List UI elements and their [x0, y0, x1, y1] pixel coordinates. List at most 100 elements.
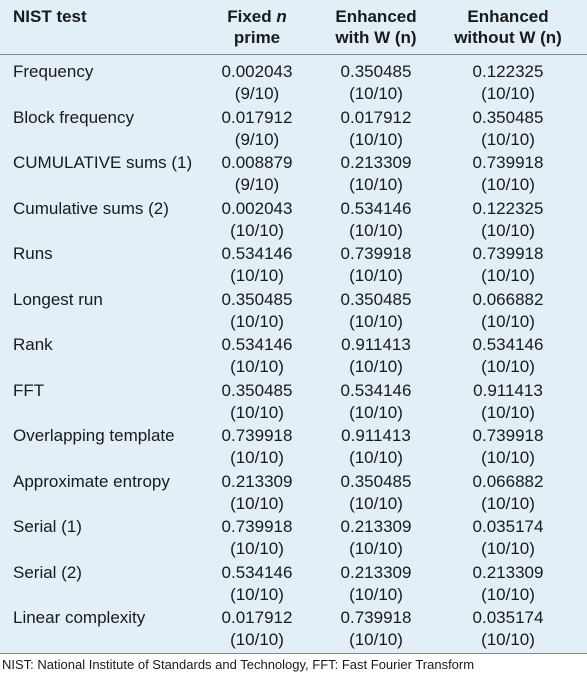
p-value: 0.739918: [340, 244, 412, 263]
row-test-name: Linear complexity: [13, 608, 146, 627]
pass-ratio: (10/10): [349, 357, 403, 376]
row-value-cell: 0.739918 (10/10): [448, 152, 568, 196]
pass-ratio: (10/10): [481, 266, 535, 285]
pass-ratio: (10/10): [349, 448, 403, 467]
p-value: 0.739918: [472, 153, 544, 172]
row-value-cell: 0.534146 (10/10): [207, 562, 307, 606]
p-value: 0.002043: [221, 198, 293, 218]
pass-ratio: (10/10): [349, 630, 403, 649]
pass-ratio: (10/10): [230, 266, 284, 285]
row-value-cell: 0.017912 (10/10): [207, 607, 307, 651]
pass-ratio: (10/10): [349, 129, 403, 149]
p-value: 0.739918: [472, 244, 544, 263]
p-value: 0.534146: [221, 562, 293, 582]
p-value: 0.350485: [221, 380, 293, 400]
table-row: Rank 0.534146 (10/10) 0.911413 (10/10) 0.5341…: [0, 330, 587, 378]
row-test-name: Runs: [13, 244, 53, 263]
p-value: 0.066882: [472, 471, 544, 491]
pass-ratio: (10/10): [481, 493, 535, 513]
table-footnote: NIST: National Institute of Standards an…: [2, 657, 475, 672]
p-value: 0.213309: [340, 517, 412, 536]
pass-ratio: (10/10): [349, 402, 403, 422]
p-value: 0.739918: [340, 608, 412, 627]
pass-ratio: (10/10): [481, 129, 535, 149]
row-value-cell: 0.739918 (10/10): [448, 243, 568, 287]
row-value-cell: 0.350485 (10/10): [326, 471, 426, 515]
pass-ratio: (10/10): [230, 448, 284, 467]
pass-ratio: (10/10): [230, 493, 284, 513]
row-value-cell: 0.534146 (10/10): [448, 334, 568, 378]
pass-ratio: (10/10): [349, 539, 403, 558]
row-value-cell: 0.002043 (10/10): [207, 198, 307, 242]
row-value-cell: 0.350485 (10/10): [207, 380, 307, 424]
pass-ratio: (10/10): [481, 584, 535, 604]
table-row: CUMULATIVE sums (1) 0.008879 (9/10) 0.21330…: [0, 148, 587, 196]
p-value: 0.213309: [221, 471, 293, 491]
row-value-cell: 0.739918 (10/10): [326, 607, 426, 651]
pass-ratio: (10/10): [349, 175, 403, 194]
pass-ratio: (10/10): [481, 84, 535, 103]
row-test-name: Serial (2): [13, 562, 82, 582]
footer-divider: [0, 653, 587, 654]
pass-ratio: (10/10): [230, 584, 284, 604]
p-value: 0.911413: [341, 426, 411, 445]
pass-ratio: (9/10): [234, 175, 280, 194]
table-row: Serial (2) 0.534146 (10/10) 0.213309 (10/10)…: [0, 558, 587, 606]
table-row: Runs 0.534146 (10/10) 0.739918 (10/10) 0.7399…: [0, 239, 587, 287]
p-value: 0.739918: [472, 426, 544, 445]
pass-ratio: (10/10): [230, 357, 284, 376]
pass-ratio: (10/10): [349, 493, 403, 513]
header-nist-test: NIST test: [13, 7, 87, 26]
row-value-cell: 0.534146 (10/10): [326, 380, 426, 424]
row-value-cell: 0.066882 (10/10): [448, 471, 568, 515]
table-row: Cumulative sums (2) 0.002043 (10/10) 0.5341…: [0, 194, 587, 242]
row-value-cell: 0.350485 (10/10): [207, 289, 307, 333]
pass-ratio: (10/10): [481, 220, 535, 240]
row-test-name: Frequency: [13, 62, 94, 81]
p-value: 0.534146: [340, 380, 412, 400]
table-row: Approximate entropy 0.213309 (10/10) 0.3504…: [0, 467, 587, 515]
pass-ratio: (10/10): [230, 402, 284, 422]
row-value-cell: 0.534146 (10/10): [207, 243, 307, 287]
row-test-name: Overlapping template: [13, 426, 175, 445]
header-enhanced-label: Enhanced: [467, 7, 549, 26]
header-enhanced-without-w: Enhanced without W (n): [448, 6, 568, 48]
p-value: 0.911413: [341, 335, 411, 354]
results-table: NIST test Fixed n prime Enhanced with W …: [0, 0, 587, 653]
row-value-cell: 0.739918 (10/10): [207, 516, 307, 560]
header-without-w-label: without W (n): [454, 28, 562, 47]
row-value-cell: 0.002043 (9/10): [207, 61, 307, 105]
pass-ratio: (10/10): [349, 220, 403, 240]
header-fixed-label: Fixed: [227, 7, 277, 26]
table-row: Linear complexity 0.017912 (10/10) 0.739918…: [0, 603, 587, 651]
pass-ratio: (10/10): [481, 448, 535, 467]
p-value: 0.035174: [472, 517, 544, 536]
row-value-cell: 0.911413 (10/10): [326, 425, 426, 469]
p-value: 0.213309: [472, 562, 544, 582]
row-value-cell: 0.911413 (10/10): [448, 380, 568, 424]
pass-ratio: (10/10): [349, 84, 403, 103]
p-value: 0.122325: [472, 198, 544, 218]
row-test-name: Longest run: [13, 289, 103, 309]
pass-ratio: (10/10): [349, 584, 403, 604]
row-value-cell: 0.350485 (10/10): [326, 61, 426, 105]
p-value: 0.350485: [340, 471, 412, 491]
header-prime-label: prime: [233, 28, 281, 47]
row-value-cell: 0.017912 (9/10): [207, 107, 307, 151]
row-value-cell: 0.035174 (10/10): [448, 607, 568, 651]
header-enhanced-with-w: Enhanced with W (n): [326, 6, 426, 48]
p-value: 0.534146: [472, 335, 544, 354]
p-value: 0.911413: [473, 380, 543, 400]
p-value: 0.122325: [472, 62, 544, 81]
p-value: 0.213309: [340, 153, 412, 172]
pass-ratio: (9/10): [234, 84, 280, 103]
row-value-cell: 0.066882 (10/10): [448, 289, 568, 333]
row-test-name: Block frequency: [13, 107, 134, 127]
pass-ratio: (10/10): [349, 266, 403, 285]
p-value: 0.350485: [221, 289, 293, 309]
p-value: 0.350485: [340, 62, 412, 81]
row-value-cell: 0.213309 (10/10): [326, 516, 426, 560]
pass-ratio: (10/10): [481, 357, 535, 376]
p-value: 0.534146: [221, 335, 293, 354]
table-header: NIST test Fixed n prime Enhanced with W …: [0, 0, 587, 54]
